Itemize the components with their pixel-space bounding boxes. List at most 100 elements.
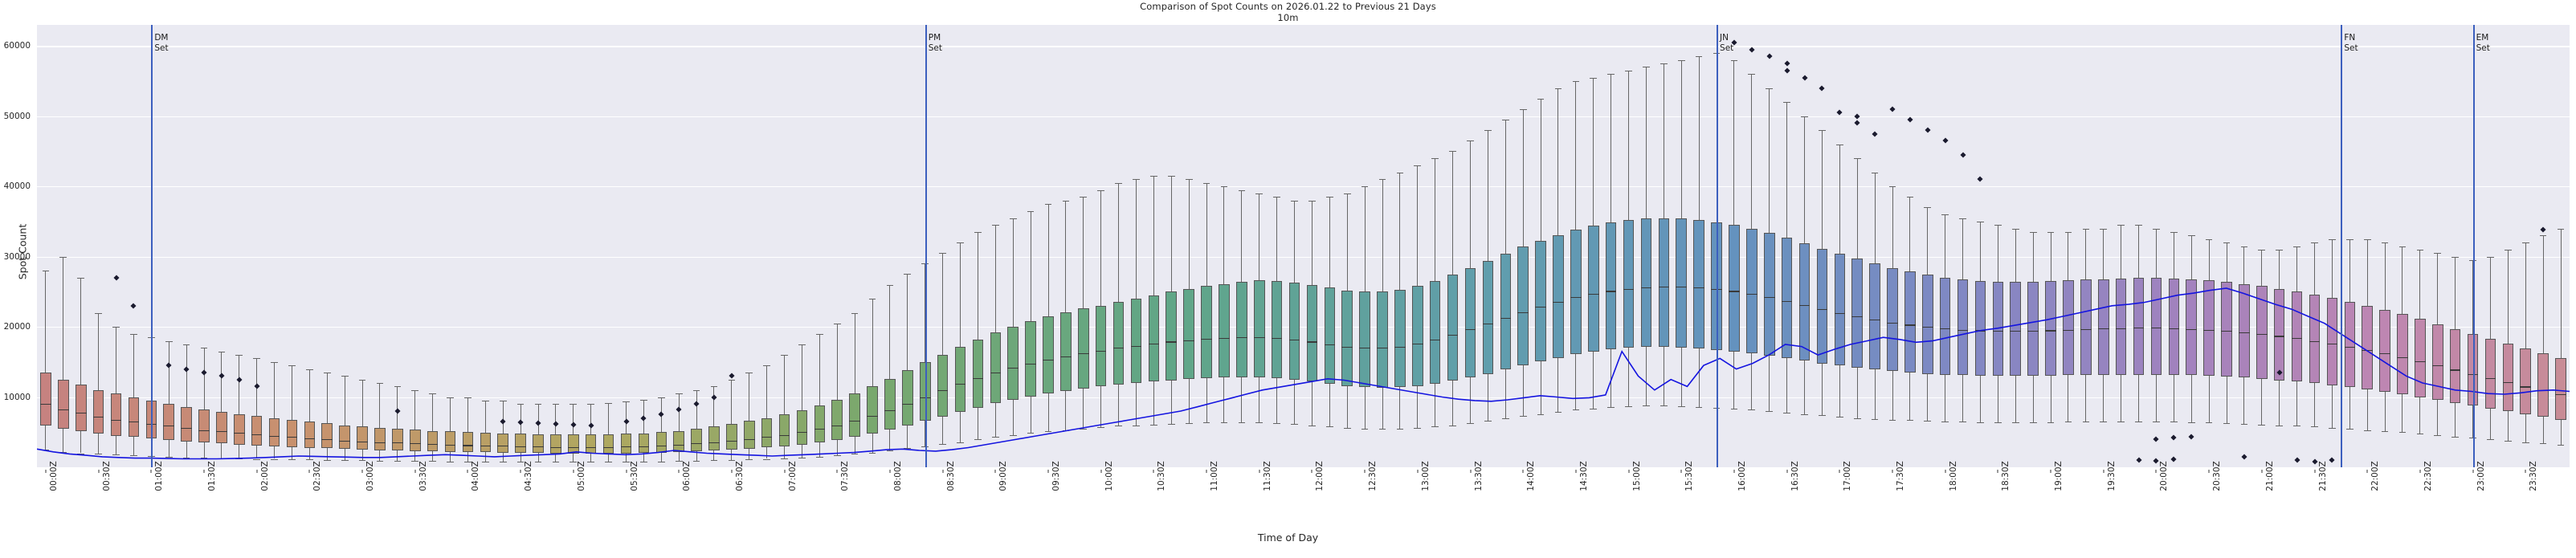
boxplot-median [1341, 346, 1353, 348]
boxplot-cap [2487, 256, 2494, 258]
boxplot-box [1798, 243, 1811, 361]
boxplot-cap [2521, 242, 2529, 244]
boxplot-box [1148, 295, 1160, 382]
boxplot-box [75, 384, 87, 431]
boxplot-cap [1977, 422, 1984, 424]
boxplot-cap [59, 256, 67, 258]
x-tick-label: 01:00Z [154, 461, 165, 491]
x-tick-label: 05:00Z [576, 461, 586, 491]
boxplot-median [1219, 338, 1230, 340]
boxplot-cap [2117, 225, 2125, 226]
boxplot-median [1447, 334, 1459, 336]
boxplot-cap [763, 365, 771, 367]
boxplot-cap [1044, 431, 1052, 433]
boxplot-median [2027, 331, 2039, 332]
x-tick-label: 16:00Z [1737, 461, 1747, 491]
boxplot-box [2431, 324, 2443, 401]
boxplot-median [1623, 288, 1635, 290]
boxplot-median [2097, 328, 2109, 329]
boxplot-cap [341, 460, 349, 462]
boxplot-cap [1994, 422, 2002, 424]
x-tick-label: 02:30Z [312, 461, 323, 491]
boxplot-cap [798, 344, 806, 345]
boxplot-box [1640, 218, 1652, 348]
boxplot-cap [868, 452, 876, 454]
boxplot-cap [2345, 428, 2354, 430]
boxplot-cap [2011, 422, 2019, 424]
boxplot-whisker [98, 312, 100, 454]
boxplot-box [761, 417, 773, 448]
boxplot-cap [306, 459, 313, 461]
boxplot-box [1166, 291, 1178, 381]
boxplot-median [1746, 293, 1757, 295]
boxplot-whisker [713, 386, 715, 461]
boxplot-median [444, 445, 456, 446]
boxplot-cap [2187, 235, 2195, 237]
boxplot-median [268, 435, 280, 437]
boxplot-box [1130, 299, 1142, 384]
boxplot-cap [112, 454, 120, 456]
boxplot-cap [1097, 427, 1105, 429]
boxplot-cap [2011, 228, 2019, 230]
boxplot-cap [288, 365, 296, 367]
x-tick-mark [2261, 470, 2263, 473]
gridline [37, 186, 2570, 188]
boxplot-cap [1730, 59, 1738, 61]
boxplot-cap [1325, 426, 1333, 428]
boxplot-cap [1378, 428, 1386, 430]
x-tick-mark [467, 470, 468, 473]
boxplot-cap [358, 460, 366, 462]
boxplot-cap [974, 232, 982, 233]
boxplot-box [2344, 301, 2356, 388]
x-tick-label: 12:30Z [1368, 461, 1378, 491]
boxplot-cap [1783, 102, 1790, 104]
boxplot-box [1904, 271, 1916, 373]
y-tick-label: 40000 [3, 181, 31, 192]
boxplot-cap [2064, 232, 2072, 233]
boxplot-whisker [836, 323, 838, 456]
boxplot-box [339, 425, 350, 450]
boxplot-whisker [397, 386, 398, 462]
boxplot-cap [2557, 228, 2565, 230]
boxplot-median [462, 445, 474, 446]
boxplot-whisker [326, 372, 328, 461]
boxplot-median [1236, 337, 1247, 339]
boxplot-median [1922, 327, 1933, 328]
x-tick-label: 11:30Z [1262, 461, 1272, 491]
boxplot-whisker [450, 397, 451, 462]
boxplot-median [2063, 329, 2074, 331]
boxplot-box [92, 389, 104, 434]
boxplot-cap [1554, 411, 1562, 413]
boxplot-cap [1607, 406, 1615, 408]
boxplot-cap [112, 327, 120, 328]
boxplot-median [2309, 340, 2321, 342]
boxplot-median [954, 383, 966, 385]
boxplot-box [2537, 353, 2549, 417]
boxplot-cap [2434, 434, 2442, 436]
boxplot-median [796, 432, 808, 434]
boxplot-cap [2100, 228, 2108, 230]
boxplot-median [972, 377, 984, 380]
boxplot-cap [1150, 176, 1157, 177]
x-tick-mark [2208, 470, 2210, 473]
boxplot-whisker [872, 299, 873, 453]
boxplot-whisker [221, 351, 222, 458]
boxplot-box [462, 432, 474, 452]
boxplot-cap [675, 461, 683, 462]
boxplot-box [1974, 281, 1986, 377]
boxplot-median [1025, 363, 1036, 365]
boxplot-median [1781, 300, 1793, 302]
boxplot-box [1201, 286, 1212, 378]
boxplot-whisker [766, 365, 768, 459]
x-tick-label: 22:30Z [2423, 461, 2433, 491]
boxplot-cap [991, 437, 999, 438]
event-line-dm-set [151, 25, 153, 467]
boxplot-box [392, 428, 403, 450]
boxplot-box [726, 423, 737, 450]
boxplot-cap [675, 393, 683, 395]
x-tick-label: 21:00Z [2264, 461, 2275, 491]
x-tick-mark [1628, 470, 1630, 473]
x-tick-label: 06:30Z [734, 461, 745, 491]
gridline [37, 116, 2570, 117]
boxplot-box [1500, 254, 1512, 370]
